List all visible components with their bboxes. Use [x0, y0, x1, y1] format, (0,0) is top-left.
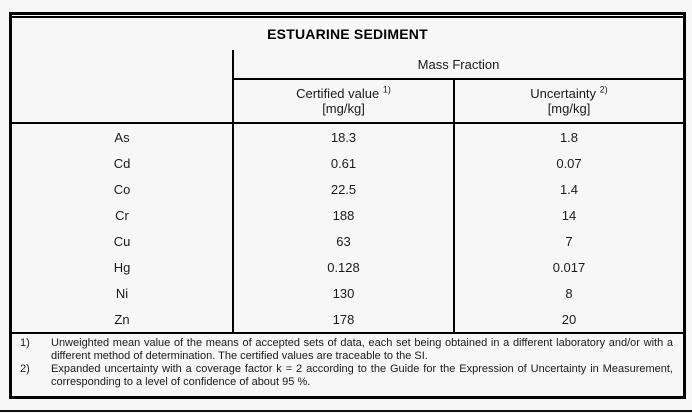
footnote-marker: 1)	[20, 337, 30, 349]
unit-label: [mg/kg]	[547, 101, 591, 116]
data-rows: As 18.3 1.8 Cd 0.61 0.07 Co 22.5 1.4 Cr …	[12, 122, 683, 332]
certified-value-cell: 63	[232, 228, 453, 254]
certified-value-cell: 18.3	[232, 124, 453, 150]
col-header-uncertainty: Uncertainty 2) [mg/kg]	[453, 78, 683, 122]
uncertainty-cell: 1.4	[453, 176, 683, 202]
element-symbol: As	[114, 129, 130, 145]
element-symbol: Hg	[113, 259, 131, 275]
footnote-1: 1) Unweighted mean value of the means of…	[20, 337, 677, 363]
col-header-label: Uncertainty 2)	[530, 84, 608, 101]
column-header-row: Certified value 1) [mg/kg] Uncertainty 2…	[12, 78, 683, 122]
uncertainty-cell: 1.8	[453, 124, 683, 150]
empty-corner-cell	[12, 78, 232, 122]
uncertainty-cell: 0.017	[453, 254, 683, 280]
footnote-text: Expanded uncertainty with a coverage fac…	[51, 363, 673, 388]
uncertainty-cell: 14	[453, 202, 683, 228]
col-header-label: Certified value 1)	[296, 84, 391, 101]
certified-value-cell: 0.128	[232, 254, 453, 280]
uncertainty-cell: 8	[453, 280, 683, 306]
element-symbol: Cu	[113, 233, 131, 249]
page-bottom-rule	[0, 410, 692, 412]
footnote-2: 2) Expanded uncertainty with a coverage …	[20, 363, 677, 389]
group-header-mass-fraction: Mass Fraction	[232, 50, 683, 78]
certified-value-cell: 0.61	[232, 150, 453, 176]
footnote-marker: 2)	[20, 363, 30, 375]
uncertainty-cell: 20	[453, 306, 683, 332]
certified-value-cell: 130	[232, 280, 453, 306]
footnote-ref-2: 2)	[599, 84, 608, 95]
footnote-text: Unweighted mean value of the means of ac…	[51, 337, 673, 362]
footnotes-section: 1) Unweighted mean value of the means of…	[12, 332, 683, 396]
element-symbol: Cr	[115, 207, 129, 223]
element-symbol: Ni	[115, 285, 129, 301]
element-symbol: Cd	[113, 155, 131, 171]
certified-values-table: ESTUARINE SEDIMENT Mass Fraction Certifi…	[9, 12, 686, 399]
uncertainty-cell: 0.07	[453, 150, 683, 176]
col-header-certified-value: Certified value 1) [mg/kg]	[232, 78, 453, 122]
unit-label: [mg/kg]	[322, 101, 365, 116]
uncertainty-cell: 7	[453, 228, 683, 254]
element-symbol: Zn	[114, 311, 130, 327]
certified-value-cell: 22.5	[232, 176, 453, 202]
certified-value-cell: 178	[232, 306, 453, 332]
certified-value-cell: 188	[232, 202, 453, 228]
element-symbol: Co	[113, 181, 131, 197]
group-header-row: Mass Fraction	[12, 50, 683, 78]
empty-corner-cell	[12, 50, 232, 78]
table-title: ESTUARINE SEDIMENT	[12, 16, 683, 50]
footnote-ref-1: 1)	[382, 84, 391, 95]
